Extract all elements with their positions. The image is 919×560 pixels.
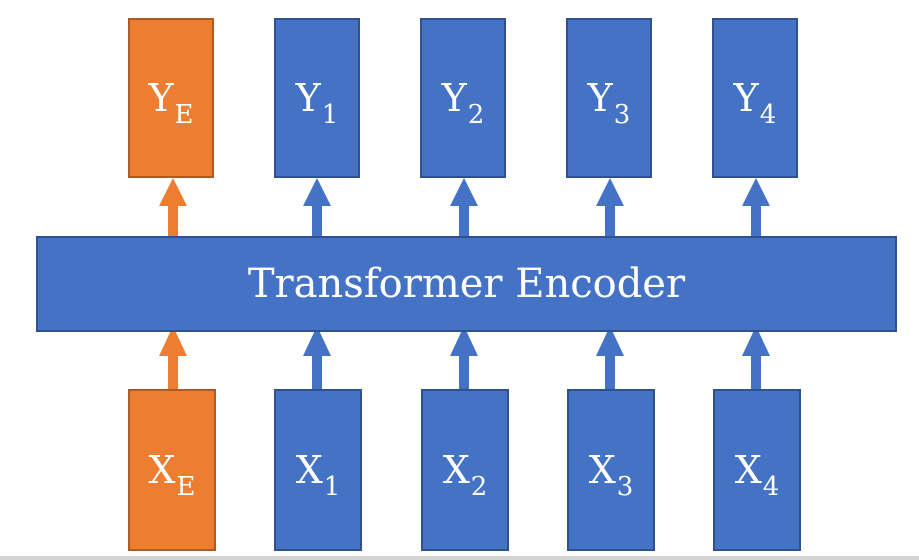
output-label: Y1	[295, 76, 339, 130]
input-arrow-3	[596, 326, 624, 390]
bottom-divider	[0, 556, 919, 560]
output-arrow-1	[303, 178, 331, 236]
output-label: YE	[148, 76, 194, 130]
input-box-x1: X1	[274, 389, 362, 551]
output-box-y4: Y4	[712, 18, 798, 178]
input-arrow-e	[159, 326, 187, 390]
input-box-x3: X3	[567, 389, 655, 551]
output-label: Y4	[733, 76, 777, 130]
output-label: Y2	[441, 76, 485, 130]
input-box-xe: XE	[128, 389, 216, 551]
input-label: XE	[148, 448, 196, 502]
output-box-ye: YE	[128, 18, 214, 178]
output-arrow-4	[742, 178, 770, 236]
input-arrow-2	[450, 326, 478, 390]
input-arrow-4	[742, 326, 770, 390]
input-label: X2	[442, 448, 488, 502]
output-box-y1: Y1	[274, 18, 360, 178]
output-arrow-3	[596, 178, 624, 236]
input-label: X3	[588, 448, 634, 502]
input-label: X1	[295, 448, 341, 502]
input-box-x2: X2	[421, 389, 509, 551]
output-label: Y3	[587, 76, 631, 130]
input-label: X4	[734, 448, 780, 502]
encoder-label: Transformer Encoder	[247, 261, 686, 307]
transformer-encoder-block: Transformer Encoder	[36, 236, 897, 332]
output-box-y2: Y2	[420, 18, 506, 178]
output-arrow-e	[159, 178, 187, 236]
output-box-y3: Y3	[566, 18, 652, 178]
input-box-x4: X4	[713, 389, 801, 551]
input-arrow-1	[303, 326, 331, 390]
output-arrow-2	[450, 178, 478, 236]
